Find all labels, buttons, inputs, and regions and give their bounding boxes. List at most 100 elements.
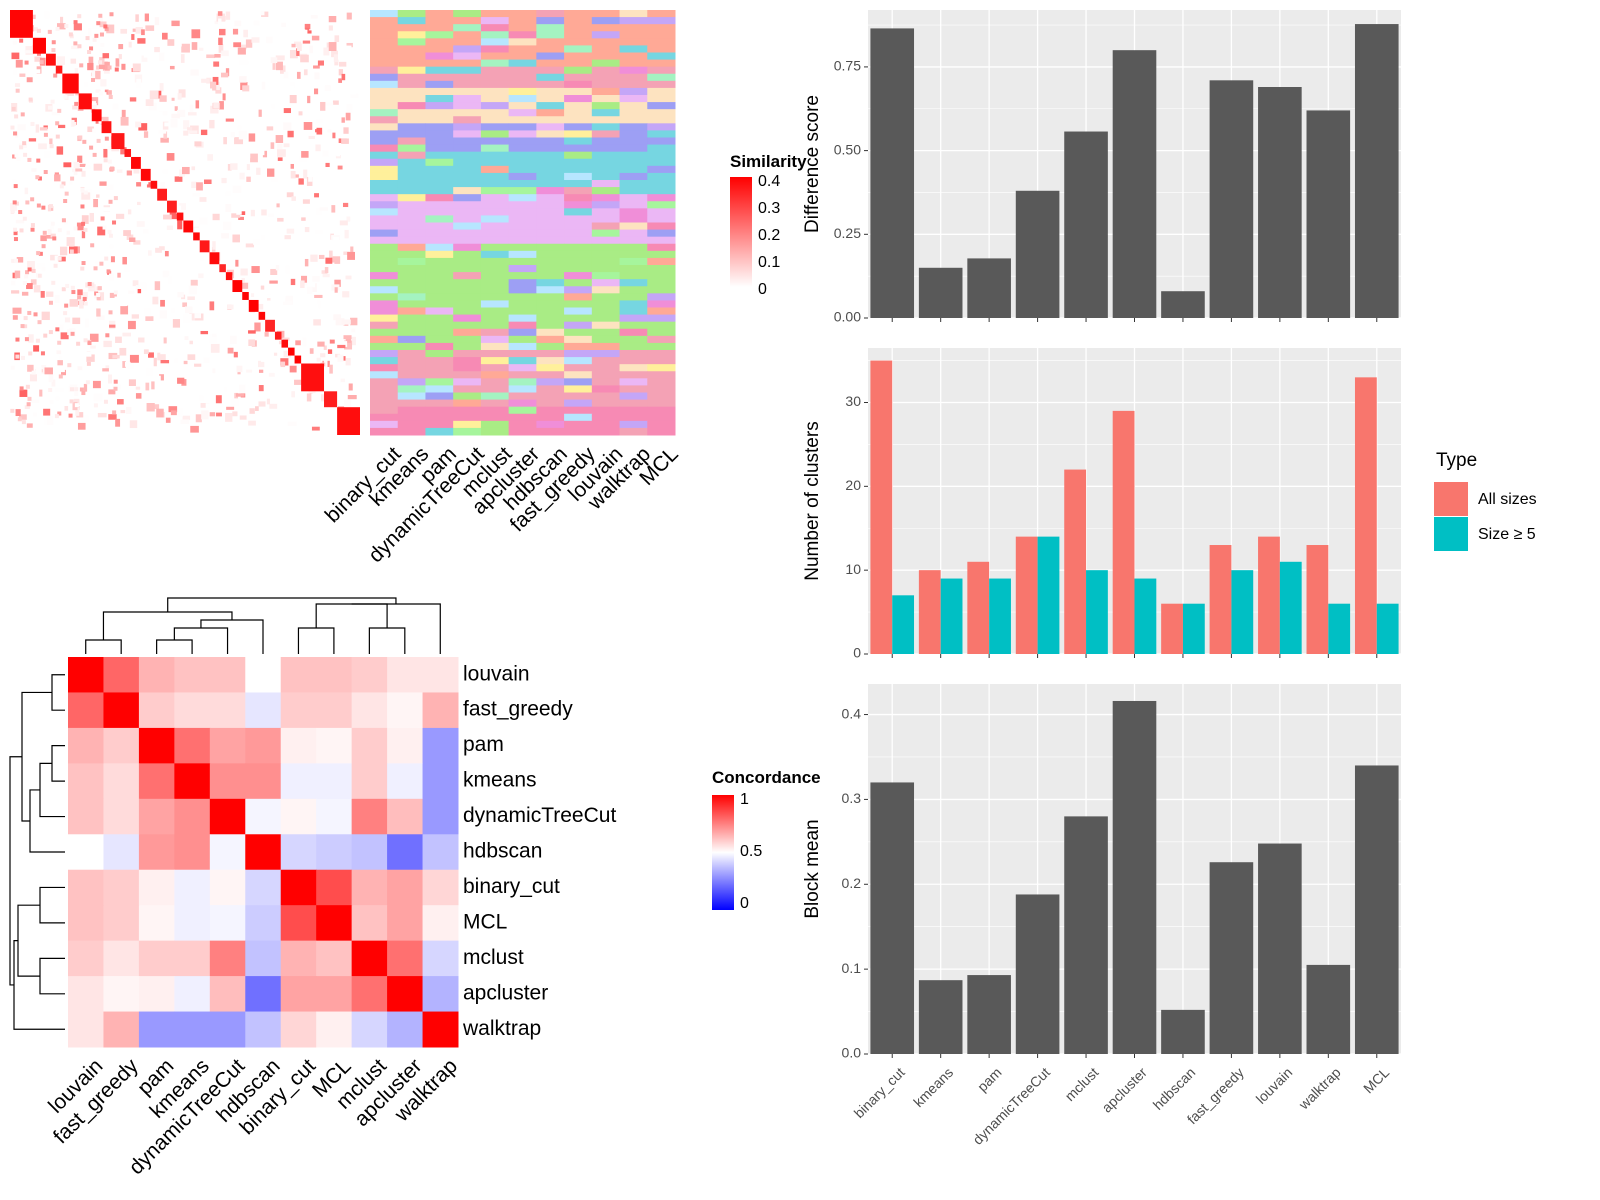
- concordance-cell: [209, 834, 246, 871]
- concordance-cell: [280, 727, 317, 764]
- membership-cell: [647, 357, 676, 365]
- similarity-cell: [55, 396, 60, 401]
- membership-cell: [536, 371, 565, 379]
- bar: [1064, 131, 1108, 318]
- concordance-cell: [174, 976, 211, 1013]
- similarity-cell: [63, 199, 68, 204]
- membership-cell: [536, 265, 565, 273]
- membership-cell: [536, 130, 565, 138]
- similarity-cell: [308, 176, 313, 182]
- membership-cell: [425, 52, 454, 61]
- similarity-cell: [334, 279, 341, 287]
- membership-cell: [619, 243, 648, 252]
- similarity-cell: [152, 296, 159, 305]
- similarity-cell: [210, 183, 216, 190]
- membership-cell: [453, 364, 482, 372]
- membership-cell: [564, 413, 593, 422]
- similarity-cell: [85, 36, 90, 41]
- membership-cell: [536, 250, 565, 259]
- similarity-cell: [182, 415, 191, 421]
- membership-cell: [591, 342, 621, 351]
- concordance-cell: [316, 692, 353, 729]
- bar: [1161, 1009, 1205, 1054]
- similarity-cell: [169, 65, 175, 70]
- similarity-cell: [90, 103, 97, 112]
- membership-cell: [453, 215, 482, 223]
- similarity-cell: [298, 317, 302, 324]
- similarity-block: [232, 280, 243, 293]
- similarity-cell: [108, 389, 116, 395]
- membership-cell: [508, 123, 537, 131]
- similarity-cell: [93, 198, 99, 208]
- similarity-cell: [329, 250, 333, 258]
- membership-cell: [397, 38, 426, 46]
- membership-cell: [647, 137, 676, 146]
- bar-size5: [1328, 603, 1351, 654]
- membership-cell: [647, 257, 676, 266]
- membership-cell: [480, 208, 510, 216]
- similarity-cell: [258, 109, 262, 117]
- similarity-cell: [28, 97, 33, 102]
- similarity-cell: [109, 12, 114, 17]
- similarity-cell: [337, 392, 345, 397]
- membership-cell: [591, 279, 621, 287]
- membership-cell: [647, 66, 676, 75]
- concordance-cell: [387, 976, 424, 1013]
- membership-cell: [397, 158, 426, 167]
- bar: [1354, 24, 1399, 318]
- similarity-cell: [258, 369, 264, 373]
- membership-cell: [425, 137, 454, 146]
- similarity-cell: [273, 352, 278, 356]
- similarity-cell: [194, 227, 201, 234]
- similarity-cell: [209, 119, 215, 129]
- membership-cell: [619, 307, 648, 316]
- similarity-block: [199, 240, 210, 253]
- membership-cell: [619, 165, 648, 174]
- membership-cell: [480, 215, 510, 223]
- similarity-cell: [81, 221, 86, 226]
- similarity-cell: [109, 292, 117, 298]
- similarity-cell: [291, 391, 296, 398]
- similarity-cell: [255, 153, 263, 161]
- similarity-cell: [178, 89, 186, 98]
- similarity-cell: [107, 90, 112, 95]
- similarity-cell: [109, 273, 115, 281]
- similarity-cell: [13, 131, 18, 136]
- similarity-cell: [345, 338, 351, 343]
- concordance-cell: [68, 869, 104, 906]
- membership-cell: [536, 158, 565, 167]
- y-tick-label: 0.3: [842, 790, 862, 806]
- similarity-cell: [103, 399, 108, 404]
- similarity-cell: [243, 54, 251, 61]
- membership-cell: [397, 286, 426, 294]
- membership-cell: [564, 350, 593, 358]
- membership-cell: [508, 406, 537, 415]
- similarity-cell: [321, 270, 328, 274]
- similarity-cell: [187, 354, 196, 360]
- similarity-cell: [29, 374, 38, 382]
- dendrogram-branch: [21, 691, 52, 822]
- similarity-cell: [160, 299, 165, 307]
- similarity-cell: [69, 387, 74, 392]
- membership-cell: [508, 59, 537, 68]
- similarity-cell: [100, 43, 105, 48]
- membership-cell: [453, 45, 482, 53]
- membership-cell: [508, 130, 537, 138]
- membership-cell: [591, 293, 621, 301]
- similarity-cell: [108, 199, 113, 204]
- membership-cell: [536, 321, 565, 330]
- similarity-cell: [250, 209, 255, 217]
- membership-cell: [453, 342, 482, 351]
- x-tick-label: apcluster: [1098, 1064, 1150, 1116]
- similarity-cell: [200, 403, 210, 408]
- similarity-cell: [183, 120, 190, 130]
- membership-cell: [508, 31, 537, 39]
- concordance-cell: [387, 869, 424, 906]
- membership-cell: [425, 59, 454, 68]
- similarity-cell: [222, 221, 232, 230]
- similarity-cell: [290, 278, 296, 286]
- bar-all-sizes: [967, 561, 990, 654]
- membership-cell: [480, 257, 510, 266]
- membership-cell: [453, 102, 482, 110]
